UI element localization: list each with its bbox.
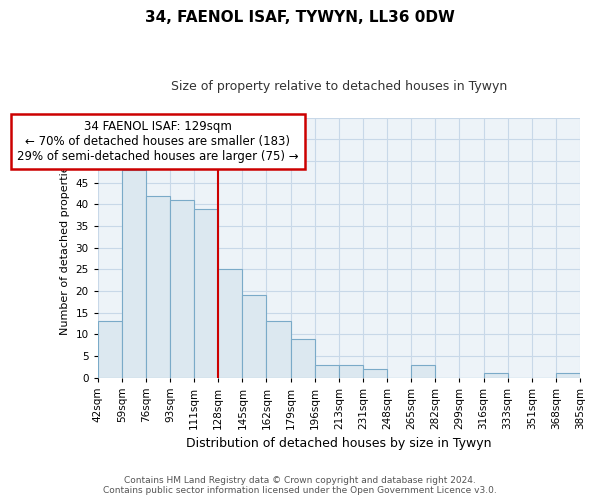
X-axis label: Distribution of detached houses by size in Tywyn: Distribution of detached houses by size … <box>186 437 491 450</box>
Bar <box>266 321 290 378</box>
Bar <box>242 296 266 378</box>
Y-axis label: Number of detached properties: Number of detached properties <box>60 160 70 336</box>
Text: Contains HM Land Registry data © Crown copyright and database right 2024.
Contai: Contains HM Land Registry data © Crown c… <box>103 476 497 495</box>
Title: Size of property relative to detached houses in Tywyn: Size of property relative to detached ho… <box>171 80 507 93</box>
Text: 34 FAENOL ISAF: 129sqm
← 70% of detached houses are smaller (183)
29% of semi-de: 34 FAENOL ISAF: 129sqm ← 70% of detached… <box>17 120 299 163</box>
Bar <box>556 373 580 378</box>
Bar <box>315 364 339 378</box>
Bar <box>218 270 242 378</box>
Bar <box>484 373 508 378</box>
Bar <box>194 208 218 378</box>
Bar <box>146 196 170 378</box>
Bar <box>98 321 122 378</box>
Bar <box>290 338 315 378</box>
Bar <box>363 369 387 378</box>
Text: 34, FAENOL ISAF, TYWYN, LL36 0DW: 34, FAENOL ISAF, TYWYN, LL36 0DW <box>145 10 455 25</box>
Bar <box>411 364 436 378</box>
Bar <box>339 364 363 378</box>
Bar <box>170 200 194 378</box>
Bar <box>122 170 146 378</box>
